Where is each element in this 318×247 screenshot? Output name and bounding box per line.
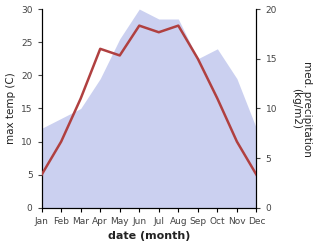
Y-axis label: max temp (C): max temp (C) [5, 73, 16, 144]
X-axis label: date (month): date (month) [108, 231, 190, 242]
Y-axis label: med. precipitation
(kg/m2): med. precipitation (kg/m2) [291, 61, 313, 156]
